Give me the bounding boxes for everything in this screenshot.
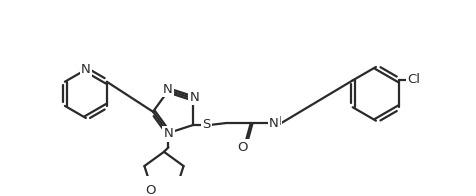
Text: N: N <box>268 117 278 130</box>
Text: N: N <box>162 83 172 96</box>
Text: N: N <box>163 127 173 140</box>
Text: S: S <box>201 118 210 131</box>
Text: Cl: Cl <box>406 73 419 86</box>
Text: O: O <box>237 141 248 154</box>
Text: O: O <box>145 184 155 196</box>
Text: N: N <box>81 63 90 76</box>
Text: N: N <box>189 91 199 104</box>
Text: H: H <box>272 115 280 128</box>
